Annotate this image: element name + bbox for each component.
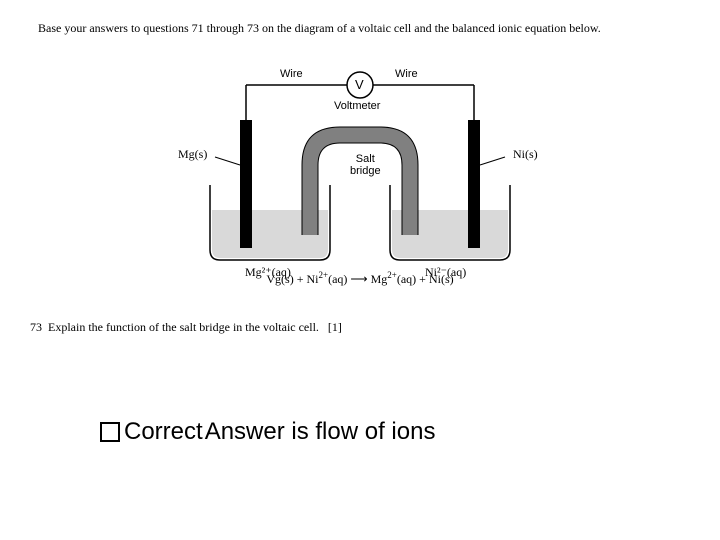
checkbox-icon bbox=[100, 422, 120, 442]
intro-text: Base your answers to questions 71 throug… bbox=[20, 20, 700, 37]
salt-label-1: Salt bbox=[356, 153, 375, 165]
answer-line: Correct Answer is flow of ions bbox=[100, 418, 435, 446]
wire-label-left: Wire bbox=[280, 68, 303, 80]
answer-prefix: Correct bbox=[124, 418, 203, 446]
electrode-left-label: Mg(s) bbox=[178, 147, 207, 162]
voltaic-cell-diagram: Wire Wire V Voltmeter Salt bridge Mg(s) … bbox=[170, 65, 550, 275]
salt-label-2: bridge bbox=[350, 165, 381, 177]
answer-rest: Answer is flow of ions bbox=[205, 418, 436, 446]
salt-bridge-label: Salt bridge bbox=[350, 153, 381, 177]
question-text: 73 Explain the function of the salt brid… bbox=[30, 320, 342, 335]
equation: Vg(s) + Ni2+(aq) ⟶ Mg2+(aq) + Ni(s) bbox=[0, 270, 720, 287]
wire-label-right: Wire bbox=[395, 68, 418, 80]
voltmeter-symbol: V bbox=[355, 77, 364, 92]
voltmeter-label: Voltmeter bbox=[334, 100, 380, 112]
electrode-right-label: Ni(s) bbox=[513, 147, 538, 162]
